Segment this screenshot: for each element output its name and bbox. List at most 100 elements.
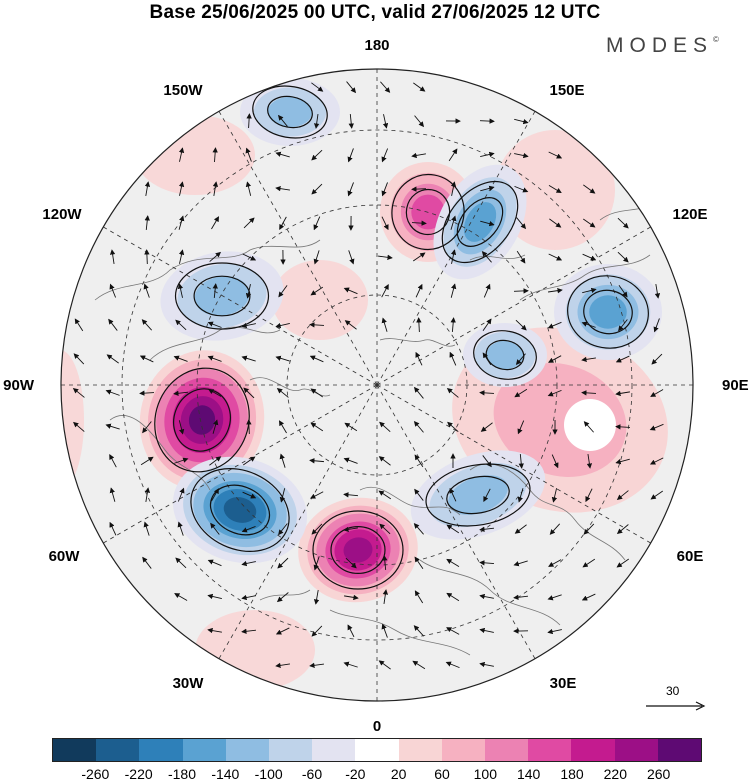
- wind-vector: [413, 386, 424, 399]
- wind-vector: [207, 559, 222, 567]
- wind-vector: [615, 458, 630, 465]
- wind-vector: [209, 456, 222, 466]
- wind-vector: [73, 421, 85, 432]
- colorbar-segment: [398, 739, 442, 761]
- wind-vector: [173, 390, 189, 396]
- wind-vector: [480, 220, 495, 227]
- wind-vector: [175, 557, 187, 569]
- contour-line: [405, 188, 451, 236]
- wind-vector: [279, 488, 286, 503]
- wind-vector: [615, 355, 630, 363]
- wind-vector: [347, 182, 354, 197]
- wind-vector: [275, 355, 290, 362]
- wind-vector: [381, 623, 388, 638]
- wind-vector: [650, 389, 664, 397]
- longitude-label: 90E: [722, 377, 749, 394]
- wind-vector: [212, 419, 219, 434]
- contour-layer: [154, 85, 649, 590]
- wind-vector: [313, 250, 320, 265]
- map-border: [60, 68, 694, 702]
- colorbar-segment: [441, 739, 486, 761]
- colorbar-tick-label: 20: [390, 766, 407, 782]
- colorbar-segment: [485, 739, 529, 761]
- wind-vector: [547, 389, 562, 397]
- wind-vector: [379, 523, 391, 535]
- wind-vector: [275, 322, 290, 329]
- wind-vector: [141, 319, 153, 331]
- wind-vector: [311, 183, 323, 195]
- wind-vector: [479, 560, 495, 566]
- longitude-label: 120E: [672, 206, 708, 223]
- wind-vector: [549, 218, 562, 228]
- wind-vector: [178, 181, 185, 196]
- wind-vector: [105, 423, 120, 430]
- longitude-label: 30E: [549, 675, 577, 692]
- wind-vector: [343, 661, 358, 668]
- wind-vector: [109, 521, 117, 536]
- wind-vector: [413, 82, 426, 92]
- wind-vector: [109, 249, 116, 264]
- contour-line: [154, 367, 250, 473]
- colorbar-segment: [182, 739, 226, 761]
- colorbar-ticks: -260 -220 -180 -140 -100 -60 -20 20 60 100 140 180 2…: [0, 766, 750, 782]
- wind-vector: [616, 490, 629, 500]
- longitude-label: 150W: [163, 82, 203, 99]
- wind-vector: [483, 488, 491, 503]
- wind-vector: [174, 593, 188, 601]
- wind-vector: [345, 557, 357, 569]
- contour-line: [473, 330, 537, 380]
- wind-vector: [548, 151, 563, 159]
- wind-vector: [106, 354, 119, 364]
- wind-vector: [108, 318, 118, 331]
- colorbar-tick-label: -220: [124, 766, 153, 782]
- wind-vector: [449, 487, 457, 502]
- wind-vector: [618, 319, 628, 332]
- brand-name: MODES: [606, 34, 714, 57]
- colorbar-tick-label: -60: [301, 766, 323, 782]
- wind-vector: [548, 287, 563, 294]
- polar-map: [60, 68, 694, 702]
- wind-vector: [482, 352, 492, 366]
- wind-vector: [276, 592, 289, 603]
- wind-vector: [177, 521, 184, 536]
- wind-vector: [381, 148, 389, 163]
- wind-vector: [650, 490, 664, 500]
- reference-vector-label: 30: [666, 684, 680, 698]
- wind-vector: [414, 488, 424, 501]
- wind-vector: [411, 220, 427, 226]
- wind-vector: [482, 318, 492, 332]
- anomaly-level: [267, 96, 313, 128]
- wind-vector: [177, 487, 185, 502]
- wind-vector: [516, 217, 527, 230]
- coastline: [419, 559, 561, 626]
- wind-vector: [581, 593, 596, 601]
- colorbar-segment: [614, 739, 658, 761]
- wind-vector: [347, 148, 354, 163]
- wind-vector: [585, 488, 593, 503]
- wind-vector: [448, 148, 458, 162]
- wind-vector: [513, 594, 529, 600]
- wind-vector: [586, 454, 593, 469]
- contour-line: [190, 468, 290, 552]
- wind-vector: [173, 355, 188, 362]
- wind-vector: [514, 118, 529, 125]
- wind-vector: [445, 661, 460, 669]
- wind-vector: [277, 557, 289, 569]
- longitude-label: 90W: [3, 377, 34, 394]
- wind-vector: [381, 284, 389, 298]
- wind-vector: [144, 487, 151, 502]
- coastline: [359, 487, 461, 516]
- wind-vector: [242, 491, 257, 499]
- wind-vector: [514, 524, 527, 534]
- wind-vector: [313, 556, 320, 571]
- wind-vector: [479, 593, 494, 600]
- wind-vector: [241, 628, 257, 634]
- wind-vector: [245, 284, 252, 299]
- contour-line: [391, 173, 465, 251]
- wind-vector: [378, 660, 391, 670]
- anomaly-level: [448, 475, 508, 515]
- longitude-label: 60W: [48, 548, 80, 565]
- wind-vector: [178, 249, 185, 264]
- wind-vector: [105, 389, 120, 396]
- wind-vector: [449, 351, 457, 366]
